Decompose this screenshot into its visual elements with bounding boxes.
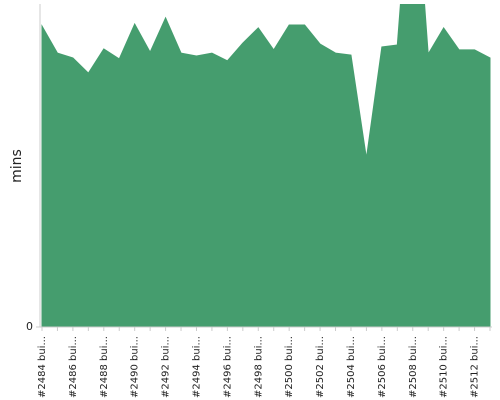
- y-tick-label: 0: [26, 320, 33, 333]
- x-tick-label: #2486 bui...: [68, 336, 79, 398]
- x-tick-label: #2494 bui...: [191, 336, 202, 398]
- x-tick-label: #2508 bui...: [408, 336, 419, 398]
- y-axis-label: mins: [9, 149, 25, 183]
- x-tick-label: #2496 bui...: [222, 336, 233, 398]
- x-tick-label: #2502 bui...: [315, 336, 326, 398]
- x-tick-label: #2498 bui...: [253, 336, 264, 398]
- x-tick-label: #2484 bui...: [37, 336, 48, 398]
- x-tick-label: #2492 bui...: [161, 336, 172, 398]
- x-tick-label: #2510 bui...: [439, 336, 450, 398]
- x-tick-label: #2500 bui...: [284, 336, 295, 398]
- plot-area: [41, 4, 491, 327]
- x-tick-label: #2512 bui...: [470, 336, 481, 398]
- x-tick-label: #2490 bui...: [130, 336, 141, 398]
- area: [41, 4, 491, 327]
- x-tick-label: #2506 bui...: [377, 336, 388, 398]
- x-tick-label: #2488 bui...: [99, 336, 110, 398]
- x-tick-label: #2504 bui...: [346, 336, 357, 398]
